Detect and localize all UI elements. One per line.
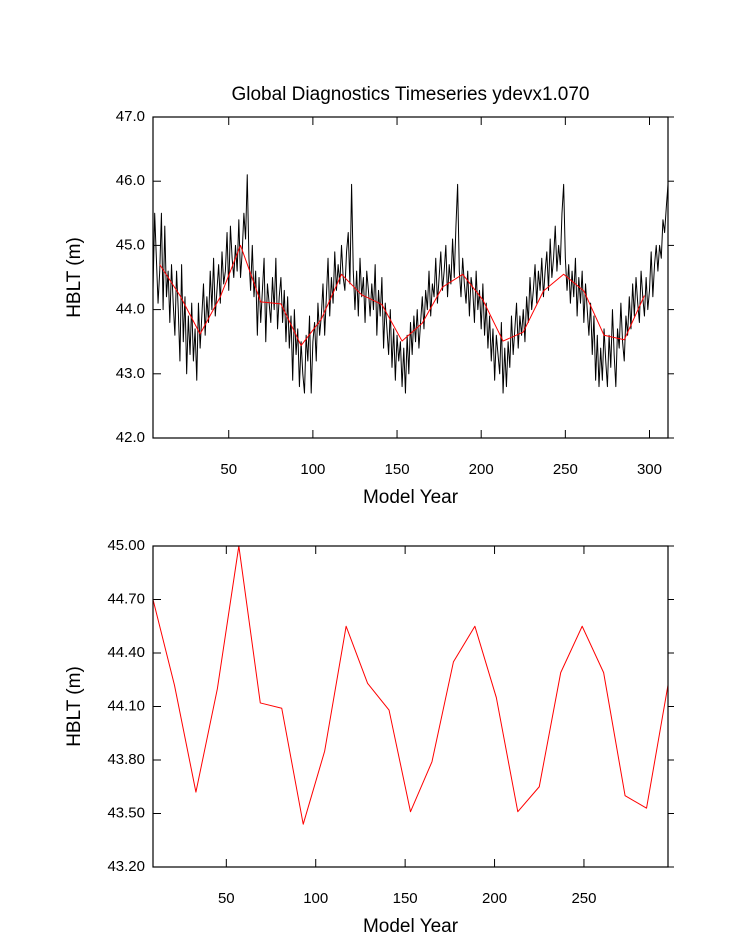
- series-line: [152, 174, 669, 394]
- x-tick-label: 150: [393, 890, 418, 907]
- y-tick-label: 44.70: [107, 590, 145, 607]
- x-tick-label: 250: [571, 890, 596, 907]
- y-tick-label: 44.0: [116, 301, 145, 318]
- x-tick-label: 300: [637, 461, 662, 478]
- x-tick-label: 100: [303, 890, 328, 907]
- y-tick-label: 44.40: [107, 644, 145, 661]
- x-tick-label: 150: [385, 461, 410, 478]
- x-tick-label: 200: [469, 461, 494, 478]
- y-tick-label: 43.50: [107, 804, 145, 821]
- y-axis-label: HBLT (m): [64, 237, 85, 318]
- x-tick-label: 50: [218, 890, 235, 907]
- plot-frame: [152, 545, 669, 868]
- y-tick-label: 46.0: [116, 172, 145, 189]
- y-tick-label: 42.0: [116, 429, 145, 446]
- y-tick-label: 43.20: [107, 858, 145, 875]
- x-axis-label: Model Year: [363, 487, 459, 508]
- series-line: [152, 545, 669, 825]
- x-tick-label: 200: [482, 890, 507, 907]
- plot-frame: [152, 116, 669, 439]
- x-tick-label: 250: [553, 461, 578, 478]
- series-line: [159, 244, 645, 347]
- y-tick-label: 47.0: [116, 108, 145, 125]
- chart-title: Global Diagnostics Timeseries ydevx1.070: [231, 84, 589, 105]
- y-axis-label: HBLT (m): [64, 666, 85, 747]
- y-tick-label: 44.10: [107, 697, 145, 714]
- y-tick-label: 43.0: [116, 365, 145, 382]
- x-axis-label: Model Year: [363, 916, 459, 937]
- y-tick-label: 45.00: [107, 537, 145, 554]
- x-tick-label: 100: [300, 461, 325, 478]
- y-tick-label: 45.0: [116, 236, 145, 253]
- x-tick-label: 50: [220, 461, 237, 478]
- y-tick-label: 43.80: [107, 751, 145, 768]
